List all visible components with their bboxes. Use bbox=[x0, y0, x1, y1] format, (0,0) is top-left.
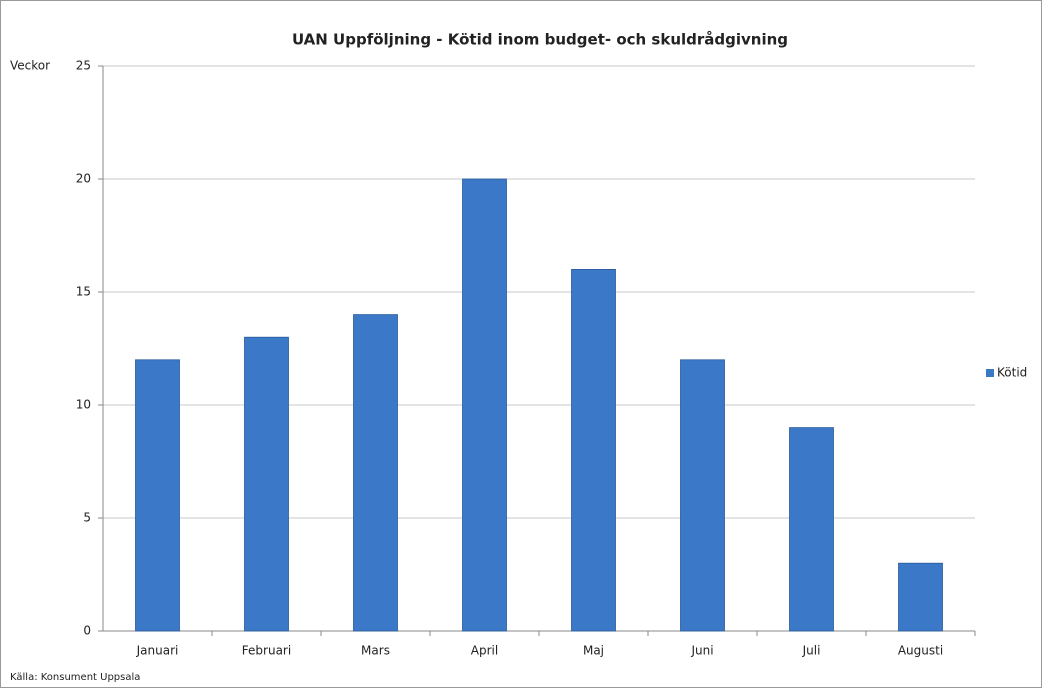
bar bbox=[462, 178, 507, 632]
y-tick-label: 10 bbox=[76, 398, 91, 412]
y-tick-label: 15 bbox=[76, 285, 91, 299]
x-tick-label: Augusti bbox=[898, 644, 943, 658]
y-tick-label: 20 bbox=[76, 172, 91, 186]
y-axis-label: Veckor bbox=[10, 59, 50, 73]
x-tick-label: Februari bbox=[242, 644, 291, 658]
x-tick-label: Juli bbox=[802, 644, 821, 658]
y-tick-label: 0 bbox=[83, 624, 91, 638]
y-tick-label: 5 bbox=[83, 511, 91, 525]
bar bbox=[571, 268, 616, 632]
source-note: Källa: Konsument Uppsala bbox=[10, 672, 140, 683]
bar bbox=[353, 314, 398, 632]
bar bbox=[898, 562, 943, 632]
bar bbox=[135, 359, 180, 632]
chart-title: UAN Uppföljning - Kötid inom budget- och… bbox=[292, 31, 788, 49]
legend-label: Kötid bbox=[997, 366, 1027, 380]
x-tick-label: Mars bbox=[361, 644, 390, 658]
x-tick-label: April bbox=[471, 644, 498, 658]
bar bbox=[244, 336, 289, 632]
x-tick-label: Januari bbox=[136, 644, 179, 658]
y-tick-label: 25 bbox=[76, 59, 91, 73]
bar bbox=[680, 359, 725, 632]
x-tick-label: Juni bbox=[690, 644, 713, 658]
x-tick-label: Maj bbox=[583, 644, 604, 658]
legend-swatch bbox=[986, 369, 994, 377]
bar bbox=[789, 427, 834, 632]
